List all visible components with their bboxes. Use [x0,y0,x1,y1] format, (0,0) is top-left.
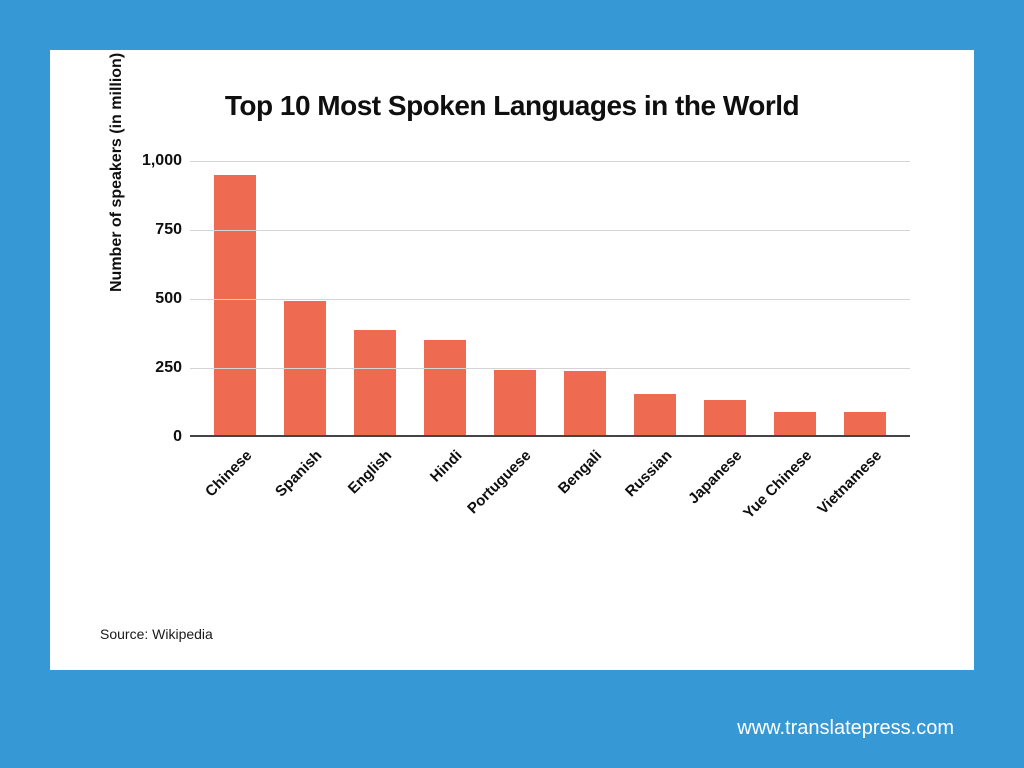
y-tick-label: 250 [155,359,182,377]
chart-card: Top 10 Most Spoken Languages in the Worl… [50,50,974,670]
bars-container [190,147,910,437]
y-tick-label: 1,000 [142,152,182,170]
bar-slot [690,400,760,435]
y-tick-label: 500 [155,290,182,308]
bar [424,340,466,435]
x-tick-label: Bengali [555,447,605,497]
y-tick-label: 750 [155,221,182,239]
plot-area: ChineseSpanishEnglishHindiPortugueseBeng… [190,147,910,437]
bar-slot [620,394,690,435]
bar-slot [410,340,480,435]
gridline [190,299,910,300]
bar [704,400,746,435]
x-tick-label: Japanese [685,447,745,507]
bar [564,371,606,435]
bar [354,330,396,435]
bar-slot [830,412,900,435]
bar [494,370,536,435]
x-tick-label: Vietnamese [814,447,885,518]
y-tick-label: 0 [173,428,182,446]
bar-slot [550,371,620,435]
source-text: Source: Wikipedia [100,626,213,642]
bar-slot [200,175,270,435]
bar-slot [480,370,550,435]
x-tick-label: Russian [622,447,675,500]
x-tick-label: Spanish [272,447,325,500]
x-tick-label: Portuguese [465,447,535,517]
x-tick-label: Hindi [426,447,465,486]
bar [844,412,886,435]
bar [214,175,256,435]
x-tick-label: English [345,447,395,497]
bar [774,412,816,435]
gridline [190,368,910,369]
footer-url: www.translatepress.com [737,717,954,740]
x-tick-label: Yue Chinese [740,447,815,522]
chart-area: Number of speakers (in million) ChineseS… [120,147,924,437]
x-tick-label: Chinese [202,447,255,500]
y-axis-label: Number of speakers (in million) [108,53,126,292]
chart-title: Top 10 Most Spoken Languages in the Worl… [100,90,924,122]
bar-slot [760,412,830,435]
bar [634,394,676,435]
gridline [190,230,910,231]
gridline [190,161,910,162]
bar-slot [340,330,410,435]
